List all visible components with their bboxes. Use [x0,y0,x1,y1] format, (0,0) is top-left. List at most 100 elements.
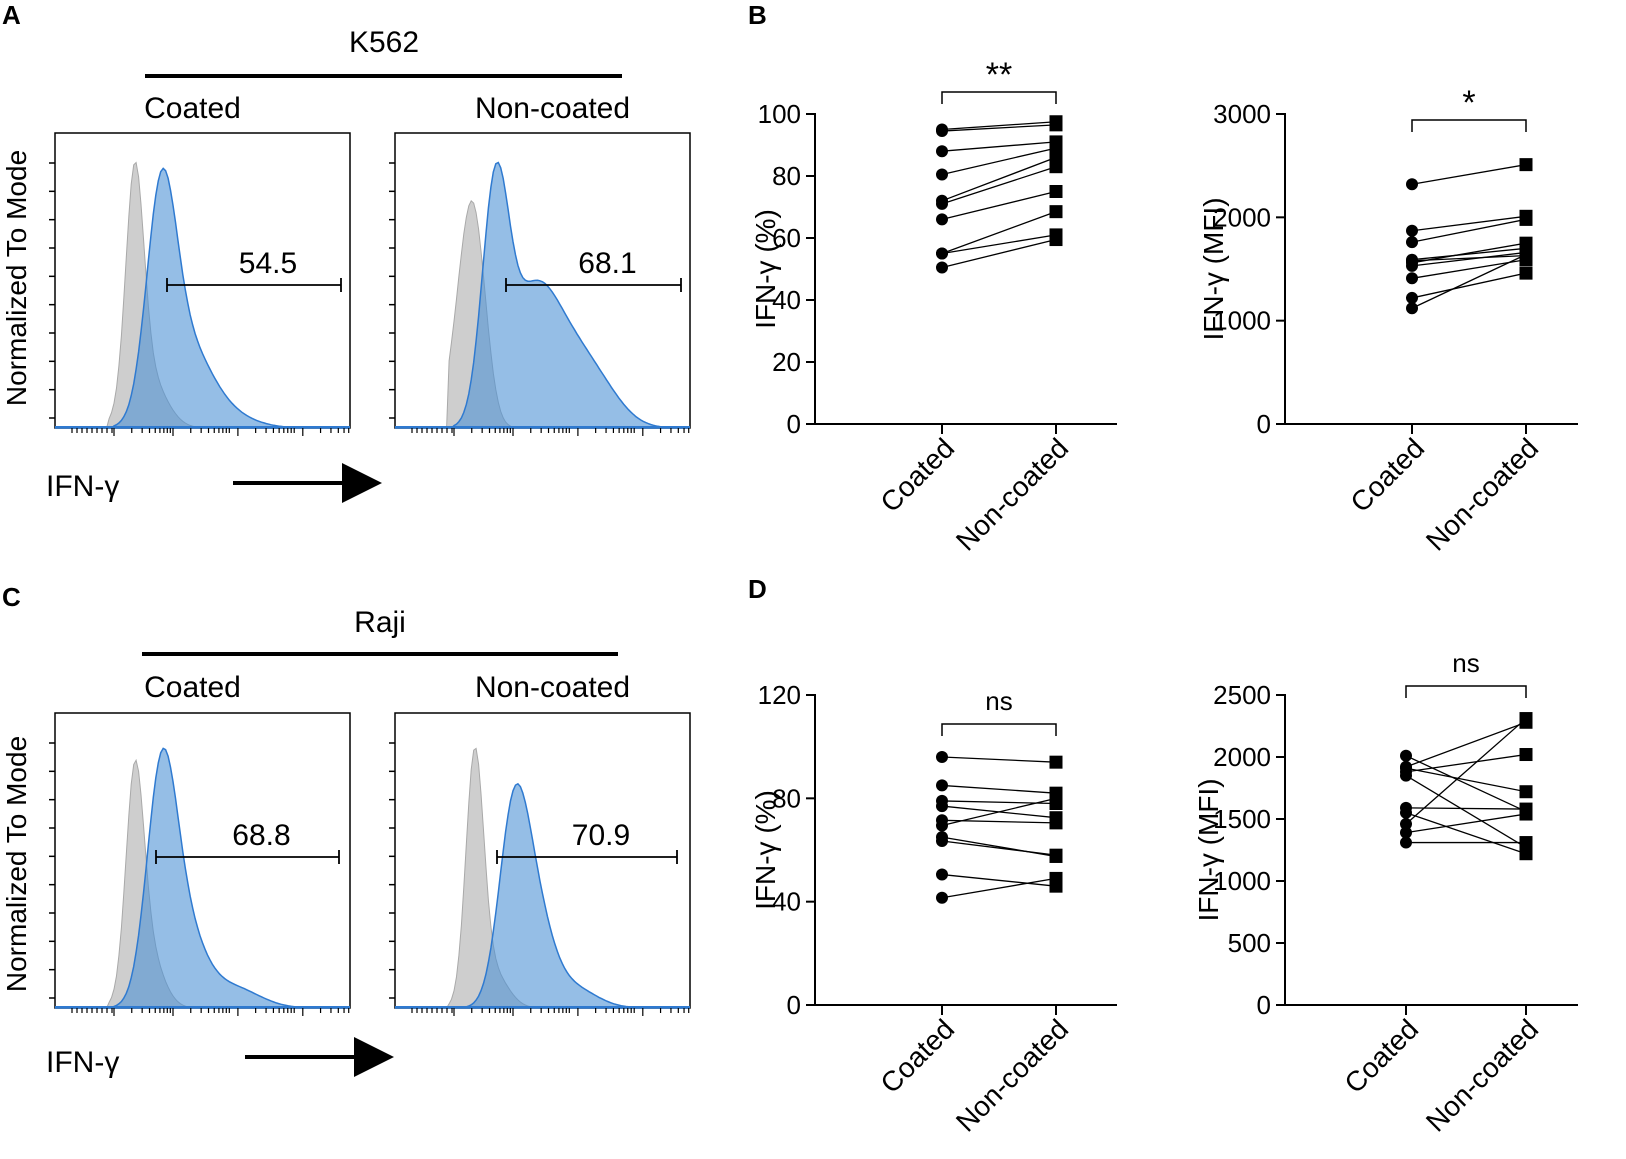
category-label: Coated [1338,1013,1424,1099]
pair-line [941,124,1057,132]
coated-point [1406,224,1418,237]
coated-point [1400,836,1412,849]
coated-point [936,168,948,181]
non-coated-point [1519,841,1533,855]
pair-line [941,800,1057,805]
category-label: Coated [874,1013,960,1099]
category-label: Coated [874,432,960,518]
y-tick-label: 1500 [1213,804,1271,834]
category-label: Coated [1344,432,1430,518]
coated-point [1406,236,1418,249]
pair-line [941,234,1057,255]
cell-line-label: Raji [354,606,406,639]
category-label: Non-coated [950,1013,1074,1137]
pair-line [1411,215,1527,232]
y-tick-label: 60 [772,223,801,253]
significance-label: ** [986,56,1012,94]
coated-point [936,831,948,844]
x-axis-label: IFN-γ [46,1046,119,1079]
significance-label: * [1462,84,1475,122]
cell-line-label: K562 [349,26,419,59]
coated-point [936,814,948,827]
significance-bracket [1405,685,1527,698]
pair-line [941,211,1057,255]
pair-line [1405,813,1527,834]
coated-point [936,247,948,260]
coated-point [1406,272,1418,285]
pair-line [1411,253,1527,309]
y-tick-label: 2500 [1213,680,1271,710]
non-coated-point [1049,115,1063,129]
coated-point [936,261,948,274]
pair-line [941,166,1057,205]
pair-line [941,873,1057,887]
category-label: Non-coated [950,432,1074,556]
non-coated-point [1049,811,1063,825]
y-tick-label: 20 [772,347,801,377]
pair-line [1411,218,1527,243]
subplot-title: Non-coated [475,92,630,125]
y-axis-title: IFN-γ (MFI) [1198,197,1229,340]
non-coated-point [1519,266,1533,280]
gate-percentage: 68.1 [578,247,636,280]
y-axis-label: Normalized To Mode [1,736,32,992]
panel-letter: D [748,574,767,604]
coated-point [936,891,948,904]
significance-bracket [941,91,1057,104]
coated-point [1406,253,1418,266]
y-tick-label: 0 [1257,409,1271,439]
coated-point [1400,826,1412,839]
pair-line [1405,812,1527,855]
pair-line [941,784,1057,794]
y-tick-label: 80 [772,161,801,191]
y-axis-title: IFN-γ (MFI) [1193,778,1224,921]
coated-point [1400,817,1412,830]
coated-point [1406,178,1418,191]
gate-percentage: 70.9 [572,819,630,852]
gate-percentage: 68.8 [232,819,290,852]
non-coated-point [1519,785,1533,799]
non-coated-point [1519,158,1533,172]
y-axis-title: IFN-γ (%) [750,209,781,329]
pair-line [941,156,1057,202]
pair-line [941,190,1057,221]
pair-line [941,836,1057,858]
non-coated-point [1519,715,1533,729]
pair-line [1405,767,1527,793]
non-coated-point [1049,879,1063,893]
significance-label: ns [985,686,1012,716]
pair-line [941,121,1057,131]
panel-letter: C [2,582,21,612]
non-coated-point [1519,241,1533,255]
subplot-title: Coated [144,671,241,704]
pair-line [1405,753,1527,773]
coated-point [1406,291,1418,304]
y-axis-label: Normalized To Mode [1,150,32,406]
histogram-subplot-1: Non-coated 68.1 [389,92,691,436]
histogram-panel-C: C Raji Normalized To Mode IFN-γ Coated 68.8 No… [1,582,691,1079]
coated-point [1400,801,1412,814]
y-tick-label: 0 [787,409,801,439]
pair-line [1405,755,1527,813]
coated-point [1406,302,1418,315]
pair-line [1411,259,1527,279]
paired-panel-D2: 0 500 1000 1500 2000 2500 IFN-γ (MFI) CoatedNon… [1193,648,1578,1138]
x-axis-label: IFN-γ [46,470,119,503]
significance-bracket [1411,119,1527,132]
panel-letter: A [2,0,21,30]
histogram-subplot-0: Coated 54.5 [49,92,351,436]
coated-point [936,123,948,136]
paired-panel-B2: 0 1000 2000 3000 IFN-γ (MFI) CoatedNon-coated… [1198,84,1578,557]
pair-line [1405,721,1527,768]
non-coated-point [1049,228,1063,242]
non-coated-point [1049,185,1063,198]
non-coated-point [1049,797,1063,810]
category-label: Non-coated [1420,432,1544,556]
coated-point [936,779,948,792]
non-coated-point [1049,786,1063,800]
non-coated-point [1049,205,1063,219]
histogram-panel-A: A K562 Normalized To Mode IFN-γ Coated 54.5 No… [1,0,691,503]
coated-point [936,751,948,763]
